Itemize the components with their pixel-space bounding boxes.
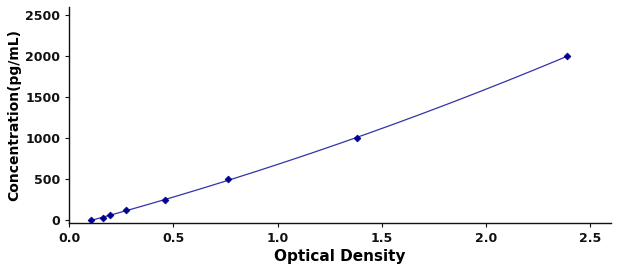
X-axis label: Optical Density: Optical Density — [274, 249, 406, 264]
Y-axis label: Concentration(pg/mL): Concentration(pg/mL) — [7, 29, 21, 201]
